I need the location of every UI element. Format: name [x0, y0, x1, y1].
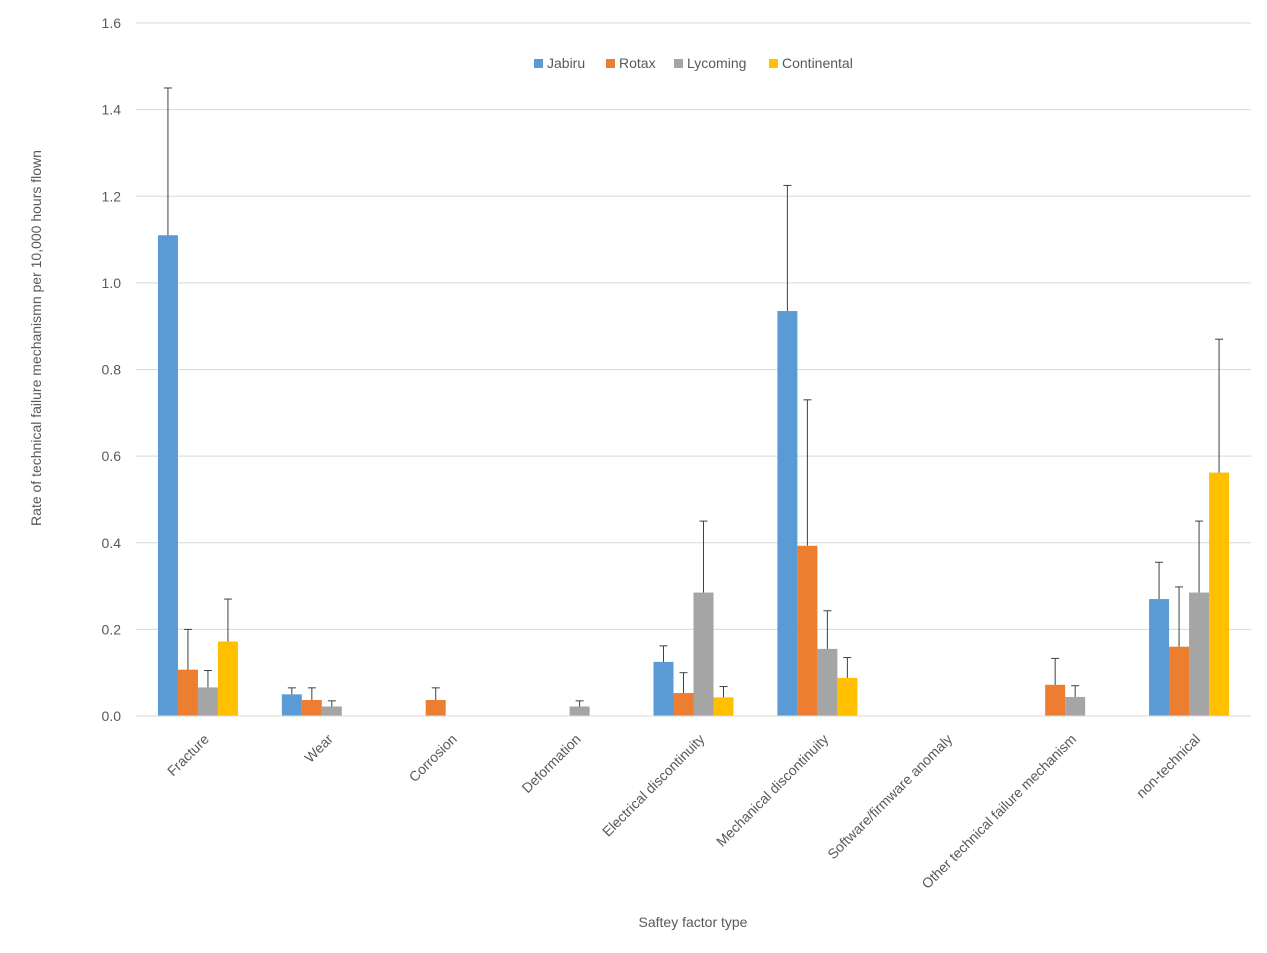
- bar-jabiru-8: [1149, 599, 1170, 716]
- error-bars: [163, 87, 1224, 707]
- legend: Jabiru Rotax Lycoming Continental: [534, 55, 853, 71]
- x-tick-label: Wear: [301, 731, 336, 766]
- bar-lycoming-3: [569, 706, 590, 716]
- y-tick-label: 1.4: [102, 102, 122, 118]
- legend-swatch-continental: [769, 59, 778, 68]
- bar-lycoming-1: [321, 706, 342, 716]
- bar-continental-5: [837, 677, 858, 716]
- y-axis-tick-labels: 0.0 0.2 0.4 0.6 0.8 1.0 1.2 1.4 1.6: [102, 15, 122, 724]
- legend-swatch-rotax: [606, 59, 615, 68]
- y-tick-label: 0.2: [102, 621, 122, 637]
- bar-lycoming-5: [817, 648, 838, 716]
- bar-rotax-7: [1045, 684, 1066, 716]
- bars: [157, 235, 1230, 716]
- legend-swatch-jabiru: [534, 59, 543, 68]
- bar-continental-0: [217, 641, 238, 716]
- bar-jabiru-0: [157, 235, 178, 716]
- x-tick-label: non-technical: [1133, 731, 1203, 801]
- y-tick-label: 0.4: [102, 535, 122, 551]
- x-axis-tick-labels: Fracture Wear Corrosion Deformation Electric…: [164, 731, 1203, 892]
- x-tick-label: Software/firmware anomaly: [824, 731, 955, 862]
- y-tick-label: 1.2: [102, 188, 122, 204]
- x-tick-label: Mechanical discontinuity: [713, 731, 832, 850]
- bar-lycoming-7: [1065, 696, 1086, 716]
- bar-continental-8: [1209, 472, 1230, 716]
- bar-jabiru-1: [281, 694, 302, 716]
- bar-jabiru-4: [653, 661, 674, 716]
- bar-lycoming-8: [1189, 592, 1210, 716]
- legend-label-lycoming: Lycoming: [687, 55, 746, 71]
- y-tick-label: 1.6: [102, 15, 122, 31]
- gridlines: [136, 22, 1251, 630]
- x-tick-label: Fracture: [164, 731, 212, 779]
- x-tick-label: Deformation: [518, 731, 583, 796]
- x-tick-label: Corrosion: [406, 731, 460, 785]
- bar-rotax-5: [797, 545, 818, 716]
- legend-label-rotax: Rotax: [619, 55, 656, 71]
- x-axis-title: Saftey factor type: [639, 914, 748, 930]
- bar-lycoming-0: [197, 687, 218, 716]
- bar-lycoming-4: [693, 592, 714, 716]
- bar-rotax-1: [301, 699, 322, 716]
- y-tick-label: 0.8: [102, 362, 122, 378]
- legend-swatch-lycoming: [674, 59, 683, 68]
- bar-rotax-2: [425, 699, 446, 716]
- x-tick-label: Electrical discontinuity: [599, 731, 708, 840]
- bar-jabiru-5: [777, 311, 798, 716]
- bar-rotax-8: [1169, 646, 1190, 716]
- y-tick-label: 0.0: [102, 708, 122, 724]
- y-tick-label: 0.6: [102, 448, 122, 464]
- y-axis-title: Rate of technical failure mechanismn per…: [28, 150, 44, 526]
- bar-rotax-0: [177, 669, 198, 716]
- bar-continental-4: [713, 697, 734, 716]
- bar-rotax-4: [673, 693, 694, 716]
- legend-label-continental: Continental: [782, 55, 853, 71]
- y-tick-label: 1.0: [102, 275, 122, 291]
- legend-label-jabiru: Jabiru: [547, 55, 585, 71]
